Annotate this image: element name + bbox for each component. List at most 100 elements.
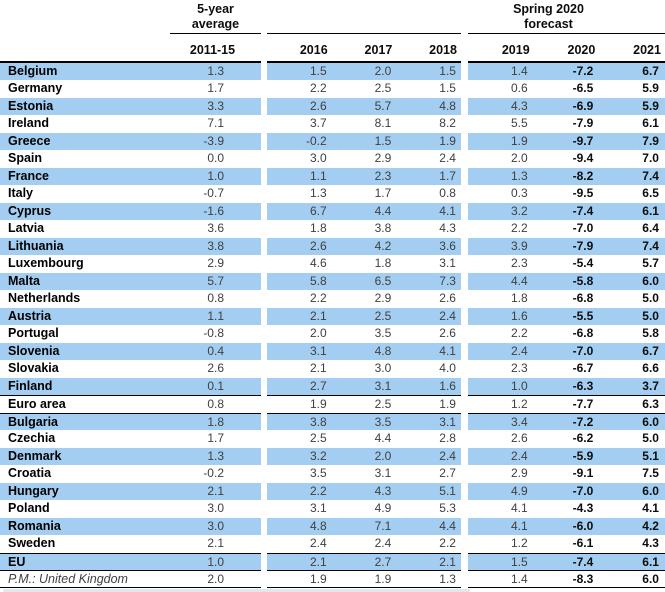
value-cell-2017: 3.0 <box>374 361 392 376</box>
value-cell-2017: 7.1 <box>374 518 392 533</box>
section-gap <box>461 465 468 483</box>
table-row: Hungary 2.1 2.2 4.3 5.1 4.9 -7.0 6.0 <box>0 482 665 501</box>
value-cell-2018: 5.3 <box>439 501 456 516</box>
table-header-group-row: 5-year average Spring 2020 forecast <box>0 0 665 34</box>
value-cell-2017: 3.8 <box>374 221 392 236</box>
forecast-header-line1: Spring 2020 <box>513 2 584 16</box>
value-cell-2018: 5.1 <box>439 483 456 498</box>
avg-header-line1: 5-year <box>197 2 234 16</box>
value-cell-2018: 2.6 <box>439 326 456 341</box>
value-cell-2016: 2.2 <box>309 483 327 498</box>
section-gap <box>461 150 468 168</box>
value-cell-2021: 4.1 <box>642 501 659 516</box>
value-cell-avg-2011-15: 2.0 <box>207 572 224 587</box>
country-label: Slovenia <box>8 343 60 358</box>
value-cell-2021: 5.9 <box>642 81 659 96</box>
country-label: Spain <box>8 151 43 166</box>
table-row: Slovenia 0.4 3.1 4.8 4.1 2.4 -7.0 6.7 <box>0 342 665 361</box>
table-row: Finland 0.1 2.7 3.1 1.6 1.0 -6.3 3.7 <box>0 377 665 396</box>
value-cell-2017: 4.3 <box>374 483 392 498</box>
table-row: Sweden 2.1 2.4 2.4 2.2 1.2 -6.1 4.3 <box>0 535 665 553</box>
value-cell-2020: -7.0 <box>572 483 594 498</box>
table-row: Romania 3.0 4.8 7.1 4.4 4.1 -6.0 4.2 <box>0 517 665 536</box>
value-cell-2021: 6.7 <box>642 63 659 78</box>
section-gap <box>461 255 468 273</box>
value-cell-2019: 2.2 <box>510 221 528 236</box>
value-cell-2017: 2.5 <box>374 81 392 96</box>
value-cell-2019: 1.8 <box>510 291 528 306</box>
value-cell-avg-2011-15: -1.6 <box>203 203 224 218</box>
value-cell-avg-2011-15: -3.9 <box>203 133 224 148</box>
value-cell-avg-2011-15: -0.8 <box>203 326 224 341</box>
table-row: Lithuania 3.8 2.6 4.2 3.6 3.9 -7.9 7.4 <box>0 237 665 256</box>
value-cell-2021: 6.3 <box>642 397 659 412</box>
value-cell-2018: 4.3 <box>439 221 456 236</box>
value-cell-2017: 6.5 <box>374 273 392 288</box>
value-cell-2019: 0.6 <box>510 81 528 96</box>
value-cell-2016: 4.6 <box>309 256 327 271</box>
value-cell-2016: 1.1 <box>309 168 327 183</box>
value-cell-2021: 6.1 <box>642 116 659 131</box>
value-cell-2021: 6.1 <box>642 554 659 569</box>
country-column-spacer <box>0 0 170 34</box>
country-label: Greece <box>8 133 51 148</box>
value-cell-2017: 4.4 <box>374 203 392 218</box>
value-cell-2021: 5.9 <box>642 98 659 113</box>
value-cell-2021: 5.0 <box>642 291 659 306</box>
value-cell-2016: 2.7 <box>309 378 327 393</box>
value-cell-avg-2011-15: 2.1 <box>207 536 224 551</box>
value-cell-2020: -9.1 <box>572 466 594 481</box>
value-cell-2018: 2.4 <box>439 448 456 463</box>
value-cell-2019: 4.1 <box>510 501 528 516</box>
value-cell-2021: 3.7 <box>642 378 659 393</box>
table-row: Poland 3.0 3.1 4.9 5.3 4.1 -4.3 4.1 <box>0 500 665 518</box>
value-cell-2020: -7.9 <box>572 116 594 131</box>
table-row: Italy -0.7 1.3 1.7 0.8 0.3 -9.5 6.5 <box>0 185 665 203</box>
value-cell-2018: 4.0 <box>439 361 456 376</box>
value-cell-2019: 4.9 <box>510 483 528 498</box>
table-row: Malta 5.7 5.8 6.5 7.3 4.4 -5.8 6.0 <box>0 272 665 291</box>
value-cell-2016: 1.9 <box>309 397 327 412</box>
year-header-2016: 2016 <box>299 42 328 57</box>
table-row: Denmark 1.3 3.2 2.0 2.4 2.4 -5.9 5.1 <box>0 447 665 466</box>
value-cell-2018: 7.3 <box>439 273 456 288</box>
value-cell-2017: 5.7 <box>374 98 392 113</box>
value-cell-2020: -6.8 <box>572 326 594 341</box>
value-cell-2016: 2.6 <box>309 98 327 113</box>
value-cell-2016: 3.1 <box>309 501 327 516</box>
value-cell-avg-2011-15: 1.0 <box>207 554 224 569</box>
value-cell-2021: 5.0 <box>642 431 659 446</box>
value-cell-2016: 3.7 <box>309 116 327 131</box>
year-header-2018: 2018 <box>429 42 457 57</box>
value-cell-2017: 2.5 <box>374 308 392 323</box>
value-cell-2016: 5.8 <box>309 273 327 288</box>
table-row: France 1.0 1.1 2.3 1.7 1.3 -8.2 7.4 <box>0 167 665 186</box>
value-cell-2018: 2.7 <box>439 466 456 481</box>
value-cell-2019: 2.6 <box>510 431 528 446</box>
section-gap <box>461 360 468 378</box>
section-gap <box>461 308 468 326</box>
value-cell-2016: 2.1 <box>309 308 327 323</box>
section-gap <box>461 80 468 98</box>
country-label: Romania <box>8 518 61 533</box>
forecast-column-group-header: Spring 2020 forecast <box>468 0 665 34</box>
value-cell-2021: 5.1 <box>642 448 659 463</box>
value-cell-2017: 3.5 <box>374 326 392 341</box>
forecast-header-line2: forecast <box>524 17 573 31</box>
value-cell-2020: -5.5 <box>572 308 594 323</box>
table-row: EU 1.0 2.1 2.7 2.1 1.5 -7.4 6.1 <box>0 552 665 571</box>
value-cell-avg-2011-15: -0.7 <box>203 186 224 201</box>
value-cell-2018: 2.6 <box>439 291 456 306</box>
value-cell-2020: -5.8 <box>572 273 594 288</box>
value-cell-2021: 6.0 <box>642 572 659 587</box>
value-cell-2016: 4.8 <box>309 518 327 533</box>
value-cell-2020: -7.2 <box>572 414 594 429</box>
value-cell-2019: 5.5 <box>510 116 528 131</box>
value-cell-2020: -9.5 <box>572 186 594 201</box>
table-row: Germany 1.7 2.2 2.5 1.5 0.6 -6.5 5.9 <box>0 80 665 98</box>
forecast-group-label: Spring 2020 forecast <box>468 0 665 32</box>
value-cell-2020: -8.3 <box>572 572 594 587</box>
value-cell-2016: 2.1 <box>309 361 327 376</box>
section-gap <box>461 378 468 396</box>
table-header-year-row: 2011-15 2016 2017 2018 2019 2020 2021 <box>0 34 665 63</box>
